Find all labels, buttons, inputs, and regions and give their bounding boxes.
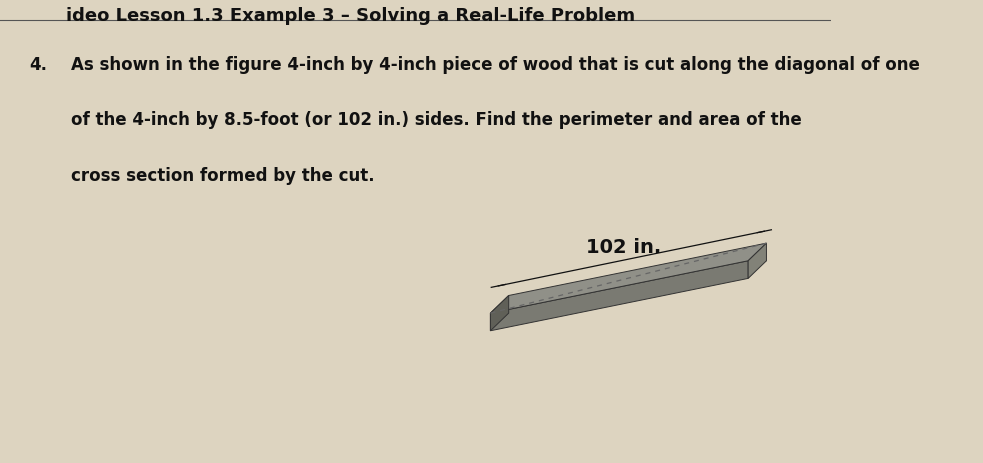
Polygon shape: [491, 261, 748, 331]
Text: 102 in.: 102 in.: [586, 238, 661, 257]
Polygon shape: [491, 244, 767, 313]
Text: As shown in the figure 4-inch by 4-inch piece of wood that is cut along the diag: As shown in the figure 4-inch by 4-inch …: [71, 56, 919, 74]
Text: ideo Lesson 1.3 Example 3 – Solving a Real-Life Problem: ideo Lesson 1.3 Example 3 – Solving a Re…: [67, 7, 636, 25]
Polygon shape: [491, 296, 508, 331]
Polygon shape: [748, 244, 767, 279]
Text: of the 4-inch by 8.5-foot (or 102 in.) sides. Find the perimeter and area of the: of the 4-inch by 8.5-foot (or 102 in.) s…: [71, 111, 801, 129]
Text: cross section formed by the cut.: cross section formed by the cut.: [71, 167, 375, 185]
Text: 4.: 4.: [29, 56, 47, 74]
